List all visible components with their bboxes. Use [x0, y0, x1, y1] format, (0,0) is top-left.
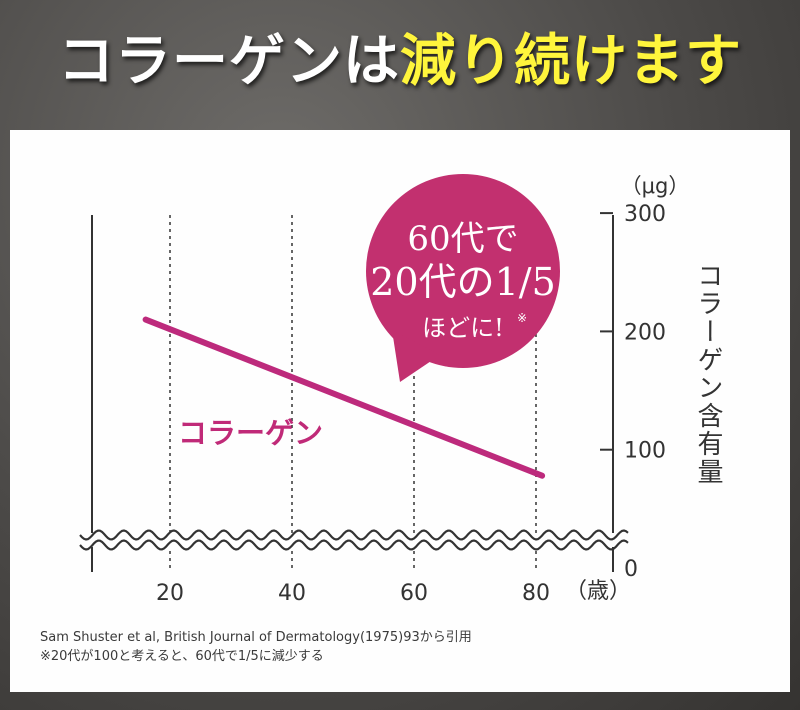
title-highlight: 減り続けます [400, 29, 742, 94]
callout-line3: ほどに! [422, 314, 504, 342]
source-footnote: ※20代が100と考えると、60代で1/5に減少する [40, 649, 324, 664]
source-note: Sam Shuster et al, British Journal of De… [40, 628, 472, 666]
page-title: コラーゲンは減り続けます [0, 22, 800, 102]
y-axis-title: コラーゲン含有量 [693, 262, 723, 486]
x-unit-label: （歳） [565, 579, 631, 604]
y-tick-label: 200 [624, 320, 666, 345]
y-unit-label: （μg） [621, 174, 690, 198]
title-main: コラーゲンは [58, 29, 400, 94]
y-tick-label: 100 [624, 439, 666, 464]
x-tick-label: 40 [278, 581, 306, 606]
callout-mark: ※ [517, 311, 527, 325]
source-citation: Sam Shuster et al, British Journal of De… [40, 630, 472, 645]
y-tick-label: 300 [624, 202, 666, 227]
x-tick-label: 20 [156, 581, 184, 606]
callout-line1: 60代で [407, 219, 518, 259]
collagen-series-line [142, 316, 546, 479]
axis-break [79, 529, 629, 551]
y-tick-label: 0 [624, 557, 638, 582]
series-label: コラーゲン [178, 416, 323, 450]
callout-bubble: 60代で 20代の1/5 ほどに! ※ [366, 174, 560, 382]
x-tick-label: 60 [400, 581, 428, 606]
x-tick-label: 80 [522, 581, 550, 606]
callout-line2: 20代の1/5 [370, 260, 556, 304]
